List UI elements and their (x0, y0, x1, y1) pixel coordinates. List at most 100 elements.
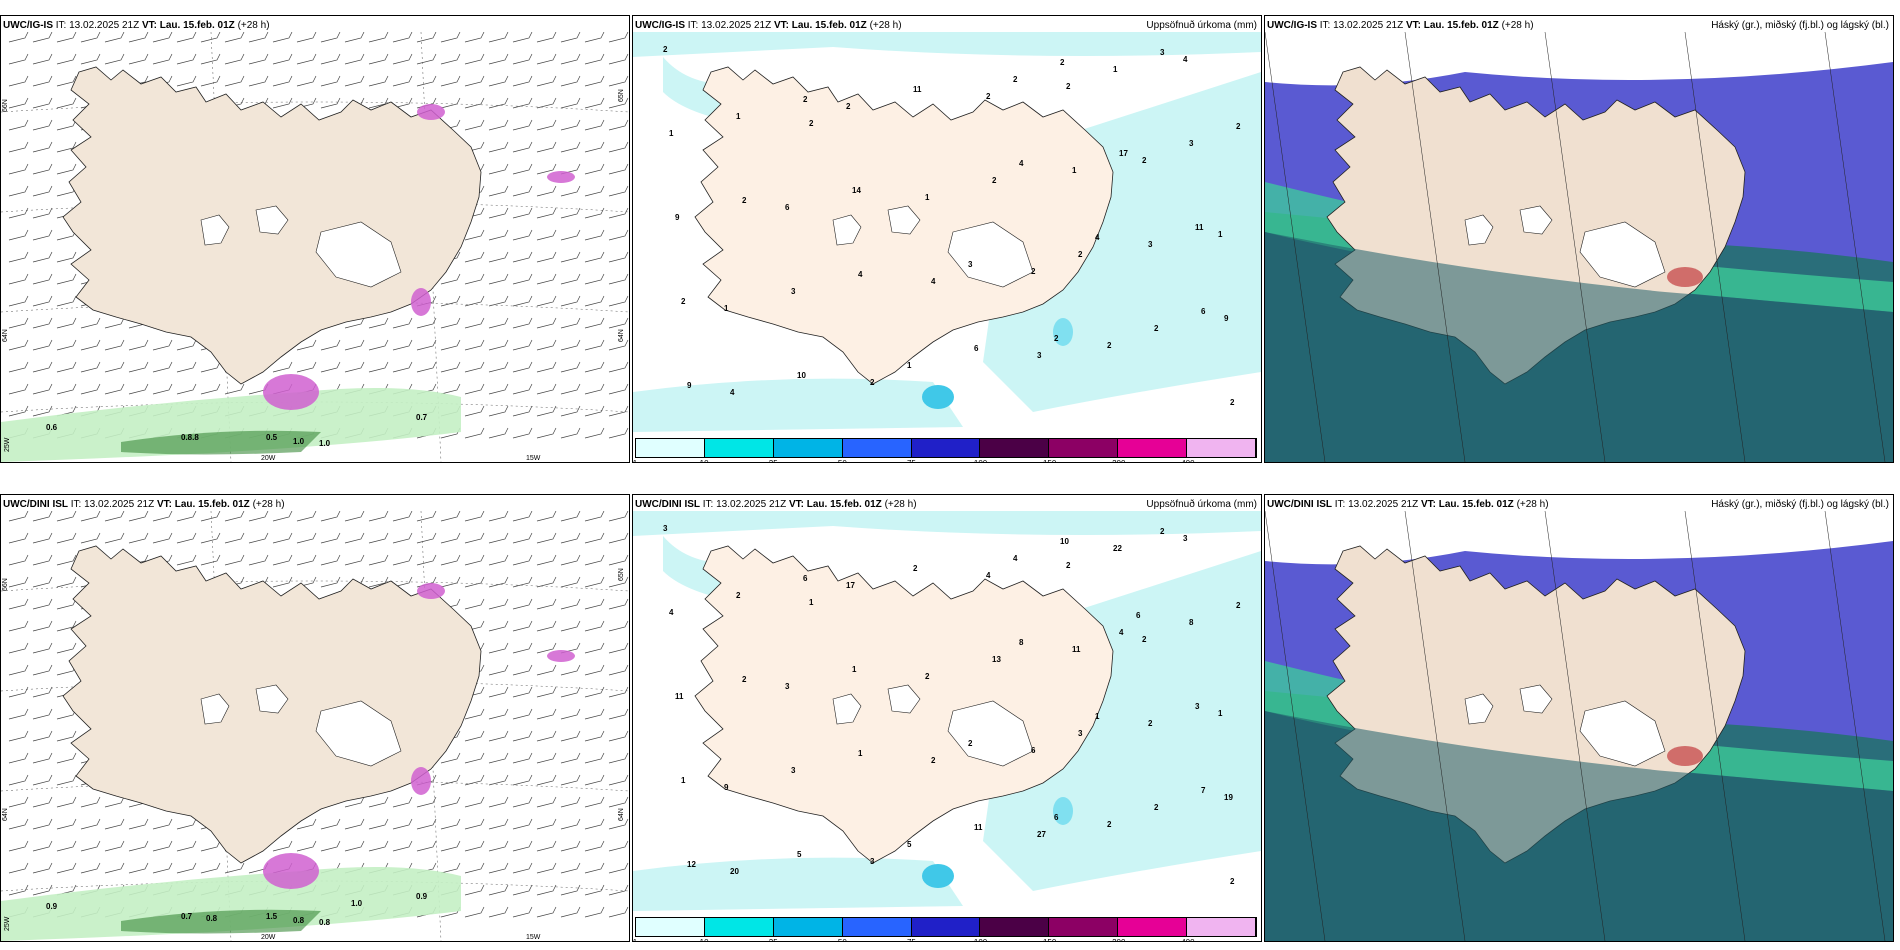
precip-value: 9 (675, 213, 680, 222)
precip-value: 4 (1119, 628, 1124, 637)
grid-line (1265, 32, 1326, 462)
colorbar-ticks: 1 10 25 50 75 100 150 200 400 (633, 459, 1257, 462)
colorbar-tick-label: 200 (1112, 938, 1125, 941)
precip-value: 3 (1078, 729, 1083, 738)
graticule-label: 15W (526, 455, 541, 462)
precip-core (121, 430, 321, 455)
precip-value: 3 (1183, 534, 1188, 543)
colorbar-cell (842, 439, 912, 457)
precip-value: 2 (1154, 803, 1159, 812)
precip-label: 1.0 (351, 899, 363, 908)
precip-value: 4 (669, 608, 674, 617)
glacier (255, 205, 289, 235)
precip-label: 0.8.8 (181, 433, 199, 442)
grid-line (1684, 32, 1746, 462)
colorbar-tick-label: 10 (700, 459, 709, 462)
colorbar-ticks: 1 10 25 50 75 100 150 200 400 (633, 938, 1257, 941)
panel-header: UWC/DINI ISL IT: 13.02.2025 21Z VT: Lau.… (635, 499, 917, 510)
precip-value: 2 (913, 564, 918, 573)
colorbar-tick-label: 10 (700, 938, 709, 941)
precip-value: 1 (1113, 65, 1118, 74)
precip-value: 1 (724, 304, 729, 313)
graticule-label: 15W (526, 934, 541, 941)
colorbar-cell (911, 918, 981, 936)
colorbar-cell (1187, 439, 1257, 457)
precip-field (633, 511, 1261, 536)
map-panel-clouds-igis: UWC/IG-IS IT: 13.02.2025 21Z VT: Lau. 15… (1264, 15, 1894, 463)
precip-value: 4 (858, 270, 863, 279)
glacier (832, 214, 862, 246)
precip-value: 2 (1148, 719, 1153, 728)
convective-area (411, 767, 431, 795)
precip-value: 27 (1037, 830, 1046, 839)
precip-value: 5 (797, 850, 802, 859)
precip-value: 6 (974, 344, 979, 353)
precip-value: 11 (974, 823, 983, 832)
precip-value: 2 (1013, 75, 1018, 84)
glacier (1519, 684, 1553, 714)
colorbar-cell (704, 918, 774, 936)
graticule-label: 65N (618, 568, 625, 581)
precip-value: 12 (687, 860, 696, 869)
precip-label: 1.0 (319, 439, 331, 448)
precip-value: 10 (1060, 537, 1069, 546)
colorbar-cell (773, 439, 843, 457)
precip-label: 1.5 (266, 912, 278, 921)
map-panel-precip-igis: UWC/IG-IS IT: 13.02.2025 21Z VT: Lau. 15… (632, 15, 1262, 463)
precip-value: 11 (1072, 645, 1081, 654)
precip-value: 3 (785, 682, 790, 691)
colorbar-cell (1118, 918, 1188, 936)
precip-core (121, 909, 321, 934)
colorbar-cell (1187, 918, 1257, 936)
grid-line (1824, 32, 1886, 462)
graticule-label: 64N (618, 329, 625, 342)
graticule-label: 64N (2, 808, 9, 821)
colorbar-cell (636, 918, 705, 936)
precip-value: 2 (1031, 267, 1036, 276)
graticule-label: 65N (618, 89, 625, 102)
precip-value: 1 (858, 749, 863, 758)
colorbar-cell (1118, 439, 1188, 457)
glacier (887, 684, 921, 714)
colorbar-cell (1049, 439, 1119, 457)
cloud-low-overlay (1265, 711, 1893, 941)
precip-value: 3 (1195, 702, 1200, 711)
precip-value: 20 (730, 867, 739, 876)
precip-band (1, 388, 461, 462)
precip-map: 3212216923344113221927202217813113325242… (633, 511, 1261, 941)
panel-title: Háský (gr.), miðský (fj.bl.) og lágský (… (1711, 499, 1889, 510)
panel-header: UWC/IG-IS IT: 13.02.2025 21Z VT: Lau. 15… (1267, 20, 1534, 31)
precip-value: 2 (681, 297, 686, 306)
precip-value: 6 (1054, 813, 1059, 822)
precip-colorbar: 1 10 25 50 75 100 150 200 400 (633, 917, 1257, 941)
precip-value: 2 (931, 756, 936, 765)
precip-label: 0.6 (46, 423, 58, 432)
precip-value: 1 (852, 665, 857, 674)
precip-value: 6 (1031, 746, 1036, 755)
convective-area (263, 374, 319, 410)
panel-title: Háský (gr.), miðský (fj.bl.) og lágský (… (1711, 20, 1889, 31)
panel-header: UWC/DINI ISL IT: 13.02.2025 21Z VT: Lau.… (1267, 499, 1549, 510)
colorbar-tick-label: 150 (1043, 938, 1056, 941)
precip-value: 2 (1107, 341, 1112, 350)
precip-value: 2 (1078, 250, 1083, 259)
graticule-label: 20W (261, 455, 276, 462)
colorbar-tick-label: 400 (1181, 938, 1194, 941)
precip-label: 0.5 (266, 433, 278, 442)
precip-value: 2 (1066, 82, 1071, 91)
glacier (1579, 700, 1666, 767)
precip-band (1, 867, 461, 941)
precip-value: 5 (907, 840, 912, 849)
precip-value: 4 (1095, 233, 1100, 242)
colorbar-tick-label: 25 (769, 459, 778, 462)
precip-value: 1 (1072, 166, 1077, 175)
colorbar-cell (636, 439, 705, 457)
precip-value: 2 (846, 102, 851, 111)
precip-map: 2222112122421163493412329232122117141132… (633, 32, 1261, 462)
precip-value: 2 (1236, 122, 1241, 131)
wind-map: 0.6 0.8.8 0.5 1.0 1.0 0.7 66N 64N 25W 20W 15W 65N 64… (1, 32, 629, 462)
grid-line (1684, 511, 1746, 941)
precip-value: 2 (1054, 334, 1059, 343)
colorbar-tick-label: 1 (633, 938, 637, 941)
colorbar-cells (635, 917, 1257, 937)
